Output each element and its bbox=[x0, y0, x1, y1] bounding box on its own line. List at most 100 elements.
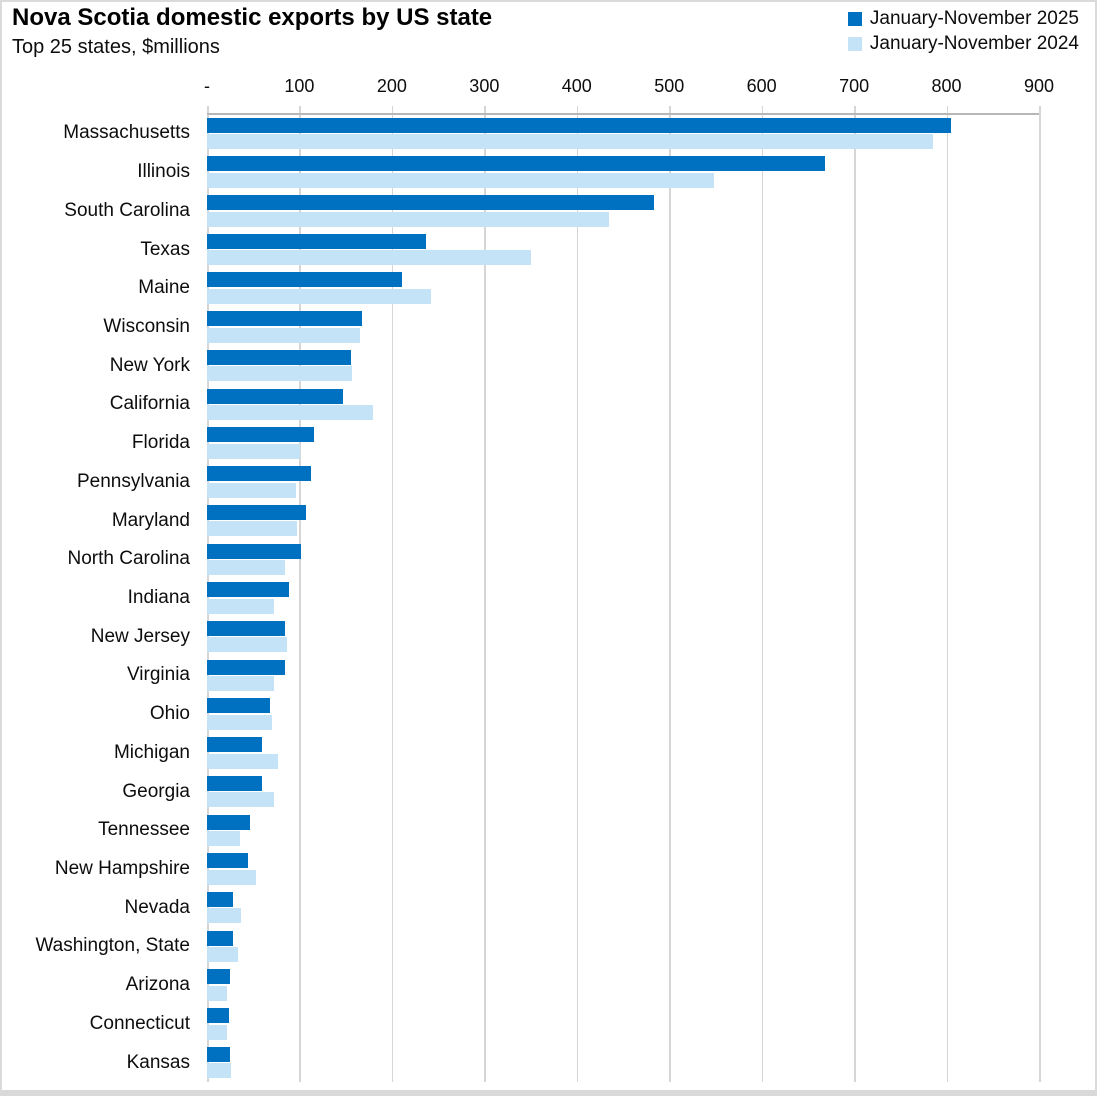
plot-area: Massachusetts Illinois South Carolina Texas… bbox=[35, 114, 1039, 1082]
bar-2025 bbox=[207, 1008, 230, 1024]
category-label: California bbox=[109, 393, 190, 415]
bar-2025 bbox=[207, 582, 290, 598]
x-tick-label: 300 bbox=[469, 76, 500, 96]
bar-2025 bbox=[207, 543, 302, 559]
bar-2025 bbox=[207, 349, 352, 365]
bar-row: Georgia bbox=[122, 772, 1039, 811]
bar-row: Florida bbox=[132, 424, 1039, 463]
bar-2025 bbox=[207, 930, 233, 946]
bar-2025 bbox=[207, 814, 251, 830]
bar-2025 bbox=[207, 311, 363, 327]
bar-2024 bbox=[207, 753, 279, 769]
bar-2024 bbox=[207, 637, 288, 653]
category-label: Nevada bbox=[124, 896, 191, 918]
x-tick-label: - bbox=[204, 76, 210, 96]
category-label: Washington, State bbox=[35, 935, 190, 957]
x-tick-label: 600 bbox=[746, 76, 777, 96]
bar-row: Pennsylvania bbox=[77, 462, 1039, 501]
bar-2025 bbox=[207, 620, 285, 636]
category-label: Michigan bbox=[113, 741, 190, 763]
x-tick-label: 500 bbox=[654, 76, 685, 96]
bar-row: Massachusetts bbox=[63, 114, 1039, 153]
bar-row: Virginia bbox=[127, 656, 1039, 695]
bar-row: Maine bbox=[138, 269, 1039, 308]
bar-2025 bbox=[207, 891, 233, 907]
bar-row: Ohio bbox=[150, 695, 1039, 734]
bar-2024 bbox=[207, 985, 228, 1001]
bar-row: Kansas bbox=[127, 1043, 1039, 1082]
bar-row: Texas bbox=[140, 230, 1039, 269]
legend: January-November 2025 January-November 20… bbox=[847, 8, 1079, 55]
bar-2024 bbox=[207, 405, 374, 421]
bar-2025 bbox=[207, 698, 270, 714]
bar-2024 bbox=[207, 327, 360, 343]
x-tick-label: 700 bbox=[839, 76, 870, 96]
gridline bbox=[1039, 106, 1041, 1082]
bar-2024 bbox=[207, 366, 353, 382]
bar-row: Maryland bbox=[112, 501, 1039, 540]
legend-swatch-icon bbox=[847, 37, 862, 51]
category-label: Massachusetts bbox=[63, 122, 190, 144]
category-label: Texas bbox=[140, 238, 190, 260]
bar-2024 bbox=[207, 947, 239, 963]
x-tick-label: 800 bbox=[931, 76, 962, 96]
bar-2025 bbox=[207, 156, 825, 172]
bar-2024 bbox=[207, 288, 431, 304]
bar-row: New Hampshire bbox=[55, 850, 1039, 889]
bar-2024 bbox=[207, 714, 272, 730]
bar-2025 bbox=[207, 1046, 231, 1062]
bar-2025 bbox=[207, 466, 311, 482]
bar-row: Tennessee bbox=[98, 811, 1039, 850]
bar-2025 bbox=[207, 233, 427, 249]
bar-row: Michigan bbox=[114, 734, 1039, 773]
bar-2024 bbox=[207, 211, 610, 227]
category-label: Arizona bbox=[125, 974, 190, 996]
category-label: South Carolina bbox=[64, 199, 190, 221]
legend-item: January-November 2025 bbox=[847, 8, 1079, 30]
x-axis-line bbox=[207, 113, 1039, 115]
category-label: Tennessee bbox=[98, 819, 190, 841]
bar-2024 bbox=[207, 1024, 228, 1040]
category-label: Illinois bbox=[137, 161, 190, 183]
bar-2025 bbox=[207, 195, 655, 211]
bar-2025 bbox=[207, 853, 248, 869]
legend-label: January-November 2024 bbox=[869, 33, 1079, 54]
bar-row: Wisconsin bbox=[103, 308, 1039, 347]
category-label: Pennsylvania bbox=[76, 470, 190, 492]
bar-2024 bbox=[207, 792, 274, 808]
bar-2024 bbox=[207, 172, 714, 188]
bar-row: New Jersey bbox=[91, 617, 1039, 656]
chart-subtitle: Top 25 states, $millions bbox=[12, 36, 220, 58]
category-label: North Carolina bbox=[67, 548, 191, 570]
category-label: Maryland bbox=[111, 509, 190, 531]
category-label: Ohio bbox=[149, 703, 190, 725]
bar-row: Washington, State bbox=[35, 927, 1039, 966]
bar-2024 bbox=[207, 908, 242, 924]
category-label: Indiana bbox=[127, 586, 190, 608]
bar-2025 bbox=[207, 427, 315, 443]
bar-2024 bbox=[207, 250, 532, 266]
category-label: Florida bbox=[131, 432, 190, 454]
bar-2025 bbox=[207, 117, 952, 133]
x-axis-ticks: - 100 200 300 400 500 600 700 800 900 bbox=[204, 76, 1054, 102]
bar-2024 bbox=[207, 676, 274, 692]
bar-2024 bbox=[207, 521, 297, 537]
bar-2024 bbox=[207, 560, 285, 575]
bar-2025 bbox=[207, 775, 262, 791]
bar-2024 bbox=[207, 831, 241, 847]
bar-2025 bbox=[207, 737, 263, 753]
bar-2025 bbox=[207, 969, 231, 985]
bar-row: Arizona bbox=[126, 966, 1039, 1005]
legend-swatch-icon bbox=[847, 12, 862, 26]
bar-2024 bbox=[207, 134, 933, 150]
legend-label: January-November 2025 bbox=[869, 8, 1079, 29]
x-tick-label: 100 bbox=[284, 76, 315, 96]
bar-row: Illinois bbox=[137, 153, 1039, 192]
bar-row: North Carolina bbox=[68, 540, 1039, 579]
category-label: Connecticut bbox=[89, 1012, 190, 1034]
category-label: Georgia bbox=[122, 780, 190, 802]
bar-row: New York bbox=[110, 346, 1039, 385]
bar-2025 bbox=[207, 388, 343, 404]
bar-2025 bbox=[207, 659, 285, 675]
bar-2024 bbox=[207, 598, 275, 614]
